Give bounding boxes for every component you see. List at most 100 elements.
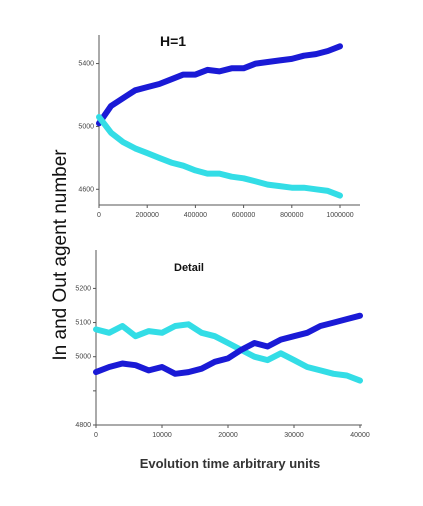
bottom-series-0-point: [345, 373, 349, 378]
bottom-series-1-point: [345, 317, 349, 321]
top-series-0-point: [326, 49, 330, 53]
bottom-series-0-point: [94, 327, 98, 331]
bottom-y-tick-label: 5200: [75, 285, 91, 292]
bottom-series-0-point: [318, 368, 322, 372]
top-series-line-0: [96, 43, 343, 127]
bottom-x-tick-label: 0: [94, 432, 98, 439]
bottom-series-1-point: [186, 370, 190, 374]
top-series-0-point: [145, 85, 149, 89]
bottom-series-1-point: [94, 370, 98, 374]
top-x-tick-label: 400000: [184, 212, 207, 219]
bottom-series-1-point: [239, 348, 243, 352]
top-series-1-point: [205, 171, 210, 176]
top-series-0-point: [121, 96, 125, 100]
bottom-series-1-point: [252, 341, 256, 345]
top-series-0-point: [314, 52, 318, 56]
top-series-0-point: [133, 88, 137, 92]
top-series-0-point: [278, 58, 282, 63]
top-y-tick-label: 5000: [78, 123, 94, 130]
bottom-series-0-point: [213, 334, 217, 338]
bottom-series-1-point: [213, 360, 217, 364]
bottom-series-1-point: [318, 324, 322, 328]
bottom-x-tick-label: 10000: [152, 432, 172, 439]
bottom-series-0-point: [292, 358, 296, 362]
top-series-1-point: [242, 176, 246, 180]
bottom-series-0-point: [134, 334, 138, 338]
bottom-series-1-point: [107, 365, 111, 369]
top-series-0-point: [338, 44, 342, 48]
top-series-1-point: [181, 164, 185, 168]
top-series-1-point: [278, 184, 282, 188]
bottom-series-0-point: [252, 355, 256, 359]
top-series-1-point: [254, 179, 258, 184]
top-series-1-point: [266, 182, 270, 187]
bottom-series-1-point: [173, 372, 177, 376]
top-series-1-point: [157, 156, 161, 160]
bottom-series-0-point: [279, 351, 283, 355]
bottom-series-0-point: [226, 341, 230, 345]
top-series-1-point: [302, 186, 306, 190]
bottom-y-tick-label: 5000: [75, 354, 91, 361]
bottom-series-1-point: [332, 320, 336, 325]
bottom-series-0-point: [160, 331, 164, 335]
top-series-1-point: [338, 193, 342, 198]
top-series-1-point: [314, 187, 318, 191]
bottom-x-tick-label: 40000: [350, 432, 370, 439]
top-x-tick-label: 800000: [280, 212, 303, 219]
bottom-series-0-point: [305, 365, 309, 369]
bottom-series-0-point: [358, 379, 362, 383]
bottom-series-1-point: [305, 331, 309, 335]
top-x-tick-label: 600000: [232, 212, 255, 219]
top-x-tick-label: 1000000: [326, 212, 353, 219]
bottom-series-1-point: [134, 363, 138, 367]
bottom-series-0-point: [266, 358, 270, 362]
top-series-1-point: [193, 168, 197, 173]
bottom-series-line-0: [93, 321, 363, 384]
top-y-tick-label: 4600: [78, 186, 94, 193]
bottom-y-tick-label: 5100: [75, 320, 91, 327]
bottom-series-1-point: [200, 367, 204, 371]
top-series-1-point: [109, 131, 113, 135]
top-series-0-point: [229, 66, 234, 70]
bottom-series-1-point: [358, 314, 362, 318]
top-series-1-point: [97, 115, 101, 119]
bottom-series-0-point: [200, 331, 204, 335]
bottom-x-tick-label: 30000: [284, 432, 304, 439]
bottom-series-0-point: [107, 331, 111, 335]
top-series-0-point: [181, 72, 185, 77]
top-series-line-1: [96, 114, 343, 199]
top-x-tick-label: 0: [97, 212, 101, 219]
bottom-series-1-point: [279, 338, 283, 342]
bottom-series-1-point: [292, 334, 296, 338]
top-series-1-point: [121, 140, 125, 144]
top-series-0-point: [157, 82, 161, 86]
top-series-0-point: [242, 66, 246, 70]
bottom-panel-title: Detail: [174, 262, 204, 274]
bottom-series-1-point: [226, 356, 230, 361]
top-series-0-point: [266, 60, 270, 64]
bottom-series-1-point: [160, 365, 164, 369]
top-series-0-point: [302, 54, 306, 58]
bottom-series-0-point: [147, 329, 151, 333]
bottom-series-1-point: [147, 368, 151, 372]
bottom-series-1-point: [266, 344, 270, 349]
top-series-1-point: [290, 186, 294, 190]
bottom-panel: Detail 0 10000 20000 30000 40000 4800 5000 5100…: [75, 250, 370, 439]
top-series-1-point: [217, 171, 222, 176]
top-series-1-point: [145, 151, 149, 155]
top-y-tick-label: 5400: [78, 61, 94, 68]
top-x-tick-label: 200000: [136, 212, 159, 219]
top-series-0-point: [109, 104, 113, 108]
bottom-y-tick-label: 4800: [75, 422, 91, 429]
top-series-0-point: [254, 61, 258, 66]
bottom-series-0-point: [173, 324, 177, 328]
top-series-0-point: [169, 77, 173, 81]
top-series-0-point: [217, 69, 222, 74]
top-series-0-point: [193, 72, 197, 77]
x-axis-label: Evolution time arbitrary units: [140, 456, 321, 471]
top-series-1-point: [169, 160, 173, 165]
bottom-series-0-point: [186, 322, 190, 326]
top-series-0-point: [205, 68, 210, 72]
top-series-1-point: [229, 175, 234, 179]
